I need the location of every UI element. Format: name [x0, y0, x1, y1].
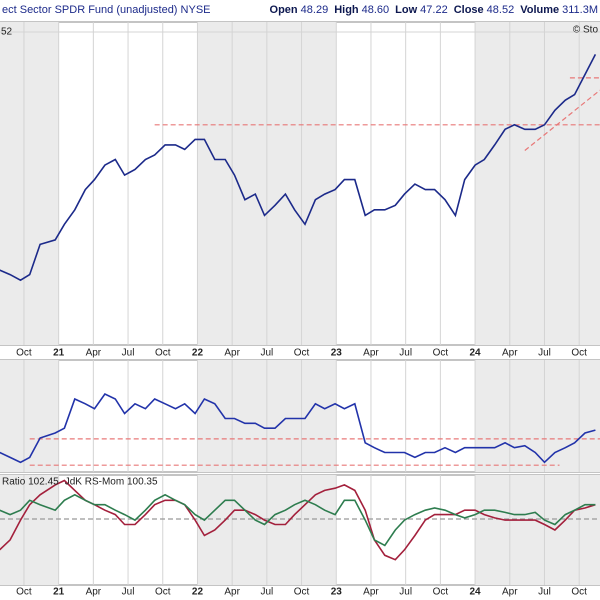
quote-label: Volume: [520, 4, 560, 16]
quote: Open 48.29 High 48.60 Low 47.22 Close 48.52 Volu…: [264, 0, 598, 20]
series-line: [0, 493, 596, 547]
year-shade: [475, 475, 600, 585]
x-tick-label: Jul: [260, 587, 273, 598]
x-tick-label: Jul: [538, 348, 551, 359]
x-tick-label: Jul: [122, 587, 135, 598]
x-tick-label: Oct: [571, 348, 587, 359]
x-tick-label: Apr: [502, 348, 518, 359]
year-shade: [0, 475, 59, 585]
x-tick-label: Apr: [224, 348, 240, 359]
x-tick-label: 21: [53, 587, 65, 598]
x-tick-label: Oct: [294, 587, 310, 598]
x-tick-label: Apr: [502, 587, 518, 598]
quote-value: 311.3M: [562, 4, 598, 16]
quote-value: 48.29: [300, 4, 329, 16]
title: ect Sector SPDR Fund (unadjusted): [2, 4, 178, 16]
x-tick-label: Oct: [155, 348, 171, 359]
x-tick-label: Oct: [155, 587, 171, 598]
x-tick-label: 24: [470, 587, 482, 598]
series-line: [0, 479, 596, 561]
x-tick-label: 21: [53, 348, 65, 359]
x-tick-label: Jul: [538, 587, 551, 598]
x-tick-label: Oct: [16, 587, 32, 598]
legend-entry: Ratio 102.45: [2, 477, 59, 488]
x-tick-label: 22: [192, 348, 204, 359]
x-tick-label: Apr: [363, 348, 379, 359]
quote-label: Open: [269, 4, 298, 16]
y-tick-label: 52: [1, 27, 13, 38]
x-tick-label: Jul: [399, 587, 412, 598]
x-tick-label: 23: [331, 348, 343, 359]
x-tick-label: Oct: [433, 587, 449, 598]
x-tick-label: Oct: [16, 348, 32, 359]
x-tick-label: Oct: [571, 587, 587, 598]
trend-line: [524, 89, 600, 151]
x-tick-label: 22: [192, 587, 204, 598]
quote-label: High: [334, 4, 359, 16]
x-tick-label: Apr: [224, 587, 240, 598]
exchange: NYSE: [180, 4, 211, 16]
title-block: ect Sector SPDR Fund (unadjusted) NYSE: [2, 0, 211, 20]
x-tick-label: Oct: [433, 348, 449, 359]
credit: © Sto: [573, 25, 599, 36]
legend-entry: JdK RS-Mom 100.35: [65, 477, 158, 488]
x-tick-label: Oct: [294, 348, 310, 359]
quote-value: 48.60: [361, 4, 390, 16]
header: ect Sector SPDR Fund (unadjusted) NYSE O…: [0, 0, 600, 20]
year-shade: [0, 22, 59, 345]
x-tick-label: Apr: [86, 348, 102, 359]
x-tick-label: Apr: [86, 587, 102, 598]
x-tick-label: Apr: [363, 587, 379, 598]
x-tick-label: Jul: [122, 348, 135, 359]
x-tick-label: Jul: [260, 348, 273, 359]
x-tick-label: Jul: [399, 348, 412, 359]
quote-label: Low: [395, 4, 418, 16]
x-tick-label: 23: [331, 587, 343, 598]
quote-value: 47.22: [420, 4, 448, 16]
year-shade: [0, 360, 59, 472]
series-line: [0, 54, 597, 282]
quote-label: Close: [453, 4, 484, 16]
year-shade: [475, 22, 600, 345]
x-tick-label: 24: [470, 348, 482, 359]
series-line: [0, 392, 596, 464]
quote-value: 48.52: [486, 4, 515, 16]
